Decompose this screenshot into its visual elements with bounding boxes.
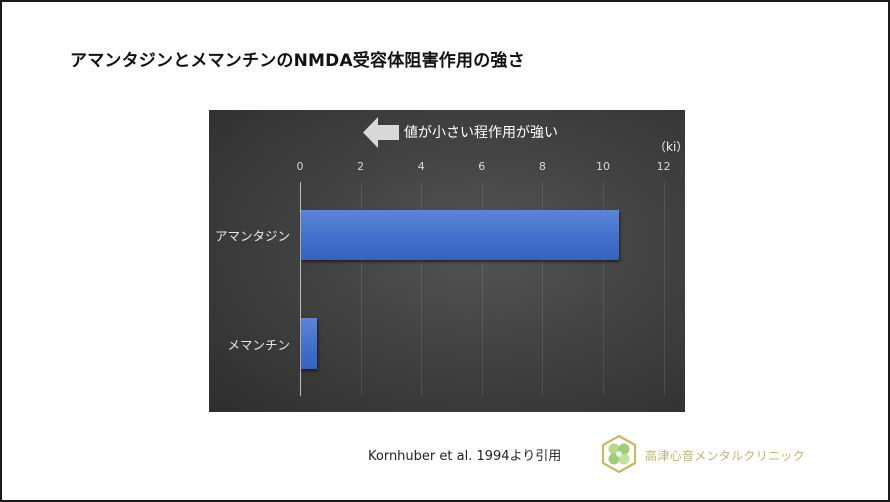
bar xyxy=(301,318,318,369)
gridline xyxy=(542,182,544,396)
slide-title: アマンタジンとメマンチンのNMDA受容体阻害作用の強さ xyxy=(70,51,525,71)
bar xyxy=(301,210,620,260)
clover-hexagon-logo-icon xyxy=(601,434,637,474)
category-label: アマンタジン xyxy=(214,228,290,244)
bar-chart: 値が小さい程作用が強い （ki） 0 2 4 6 8 10 12 アマンタジンメマンチン xyxy=(209,110,685,412)
y-axis-line xyxy=(300,182,301,396)
x-tick-label: 4 xyxy=(417,160,425,173)
clinic-name: 高津心音メンタルクリニック xyxy=(645,449,805,463)
citation: Kornhuber et al. 1994より引用 xyxy=(368,449,562,464)
x-tick-label: 0 xyxy=(296,160,304,173)
chart-annotation: 値が小さい程作用が強い xyxy=(404,125,558,141)
left-arrow-icon xyxy=(363,117,399,148)
x-tick-label: 2 xyxy=(357,160,365,173)
gridline xyxy=(603,182,604,396)
x-tick-label: 10 xyxy=(596,160,610,173)
gridline xyxy=(663,182,665,396)
category-label: メマンチン xyxy=(227,337,290,352)
x-tick-label: 12 xyxy=(656,160,671,173)
x-tick-label: 8 xyxy=(538,160,546,173)
gridline xyxy=(360,182,362,396)
axis-unit-label: （ki） xyxy=(654,140,685,154)
x-tick-label: 6 xyxy=(478,160,486,173)
gridline xyxy=(421,182,423,396)
gridline xyxy=(481,182,483,396)
